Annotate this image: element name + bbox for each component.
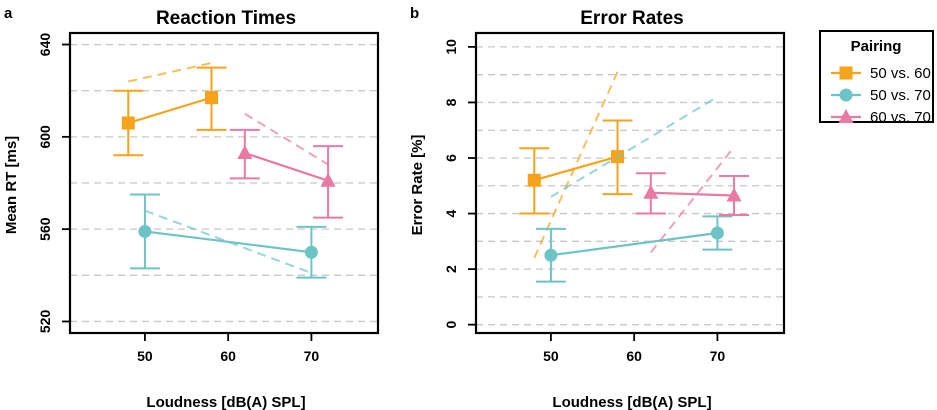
panel-b-axes-box xyxy=(474,31,786,335)
panel-a-series-line-60-70 xyxy=(244,151,329,182)
panel-b-dashed-line-50-60 xyxy=(533,71,619,259)
panel-a-point-50-60 xyxy=(205,91,219,105)
panel-a-point-60-70 xyxy=(237,145,253,159)
panel-b-ytick-label: 0 xyxy=(443,321,459,329)
legend-label: 60 vs. 70 xyxy=(870,109,931,126)
panel-letter-a: a xyxy=(4,5,13,22)
legend-marker-triangle xyxy=(838,109,854,123)
panel-b-title: Error Rates xyxy=(580,8,684,29)
panel-b-ytick-label: 6 xyxy=(443,154,459,162)
panel-a-ytick-label: 600 xyxy=(37,125,53,149)
legend-title: Pairing xyxy=(851,38,902,55)
panel-a-series-line-50-60 xyxy=(127,96,212,125)
panel-a-point-50-70 xyxy=(138,224,152,238)
panel-b-xtick-label: 50 xyxy=(543,348,559,364)
panel-letter-b: b xyxy=(410,5,419,22)
legend: Pairing 50 vs. 60 50 vs. 70 60 vs. 70 xyxy=(819,30,934,126)
panel-b-point-60-70 xyxy=(643,184,659,199)
panel-b-xtick-label: 70 xyxy=(710,348,726,364)
panel-a-xtick-label: 70 xyxy=(304,348,320,364)
panel-a-axes-box xyxy=(68,31,380,335)
panel-b-point-60-70 xyxy=(726,187,742,202)
panel-b-ytick-label: 8 xyxy=(443,98,459,106)
panel-b-point-50-70 xyxy=(710,226,724,240)
panel-b-ylabel: Error Rate [%] xyxy=(409,135,426,236)
panel-a-point-60-70 xyxy=(320,172,336,187)
panel-b-ytick-label: 10 xyxy=(443,39,459,55)
legend-marker-square xyxy=(839,66,853,80)
panel-a-xlabel: Loudness [dB(A) SPL] xyxy=(146,394,305,410)
panel-a-title: Reaction Times xyxy=(156,8,296,29)
panel-a: a Reaction Times 520 560 600 640 50 60 70 Loud… xyxy=(3,5,380,410)
panel-a-ytick-label: 640 xyxy=(37,33,53,57)
panel-b-dashed-line-50-70 xyxy=(550,96,718,198)
legend-marker-circle xyxy=(839,88,853,102)
panel-b: b Error Rates 0 2 4 6 8 10 50 60 70 Loudness [dB… xyxy=(409,5,786,410)
panel-a-point-50-60 xyxy=(121,116,135,130)
panel-b-dashed-line-60-70 xyxy=(650,146,735,254)
panel-b-xlabel: Loudness [dB(A) SPL] xyxy=(552,394,711,410)
panel-b-series-line-50-60 xyxy=(533,155,618,182)
legend-label: 50 vs. 70 xyxy=(870,87,931,104)
panel-b-series-line-60-70 xyxy=(650,191,735,197)
panel-a-series-line-50-70 xyxy=(144,230,312,254)
panel-a-point-50-70 xyxy=(304,245,318,259)
panel-a-ytick-label: 560 xyxy=(37,217,53,241)
legend-box xyxy=(819,30,934,123)
panel-a-ylabel: Mean RT [ms] xyxy=(3,136,20,234)
panel-b-plot: 0 2 4 6 8 10 50 60 70 xyxy=(443,31,786,364)
panel-a-xtick-label: 50 xyxy=(137,348,153,364)
legend-entries: 50 vs. 60 50 vs. 70 60 vs. 70 xyxy=(831,65,931,126)
panel-a-ytick-label: 520 xyxy=(37,310,53,334)
panel-b-point-50-60 xyxy=(527,173,541,187)
panel-a-xtick-label: 60 xyxy=(220,348,236,364)
panel-b-point-50-70 xyxy=(544,248,558,262)
panel-b-xtick-label: 60 xyxy=(626,348,642,364)
panel-b-ytick-label: 4 xyxy=(443,209,459,217)
panel-a-dashed-line-60-70 xyxy=(244,112,329,166)
panel-a-plot: 520 560 600 640 50 60 70 xyxy=(37,31,380,364)
panel-a-dashed-line-50-60 xyxy=(128,62,212,83)
legend-label: 50 vs. 60 xyxy=(870,65,931,82)
panel-b-series-line-50-70 xyxy=(550,231,718,257)
panel-b-ytick-label: 2 xyxy=(443,265,459,273)
